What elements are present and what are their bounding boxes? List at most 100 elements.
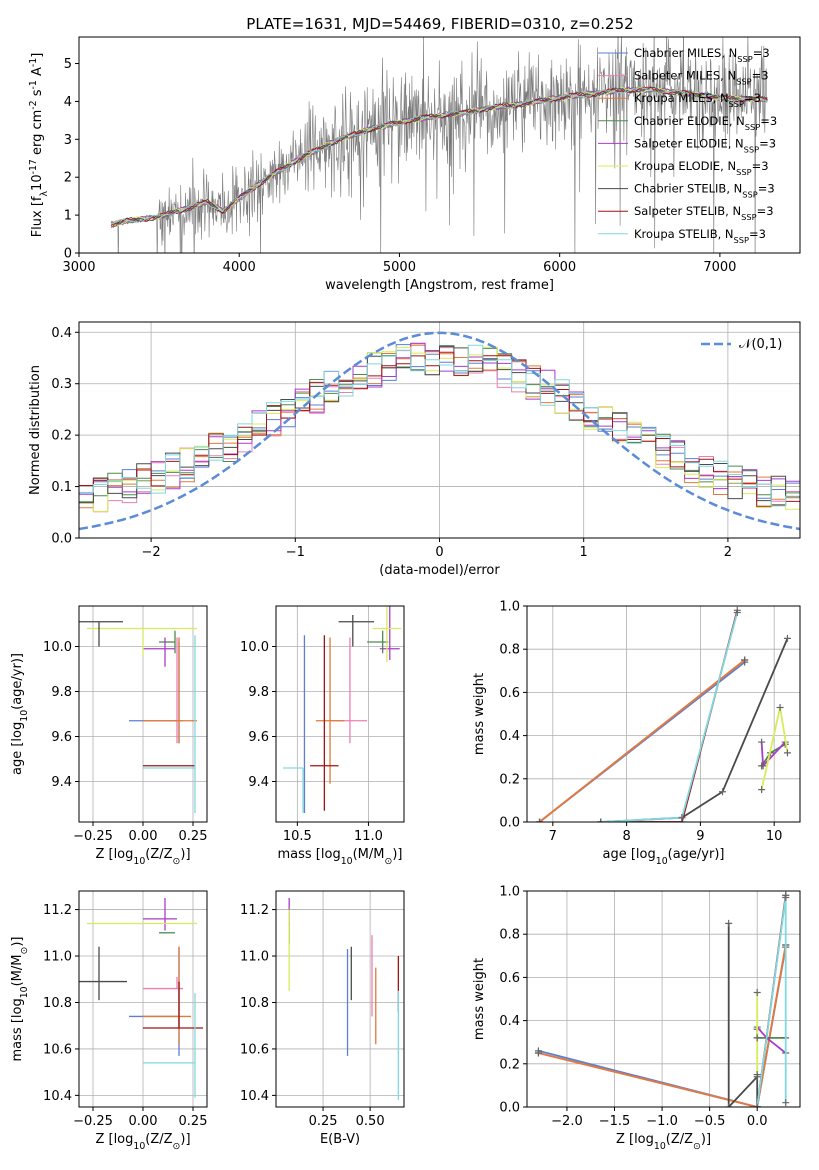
- weight-marker: [759, 762, 767, 770]
- y-tick-label: 9.8: [248, 685, 269, 700]
- weight-marker: [741, 656, 749, 664]
- legend-entry: Kroupa ELODIE, NSSP=3: [634, 159, 769, 177]
- weight-marker: [719, 788, 727, 796]
- error-bar-point: [87, 627, 197, 656]
- text-run: =3: [744, 91, 761, 105]
- text-run: SSP: [736, 77, 751, 87]
- y-axis-label: mass [log10(M/M⊙)]: [10, 937, 30, 1062]
- y-tick-label: 10.0: [240, 640, 269, 655]
- text-run: ]: [30, 53, 45, 58]
- y-tick-label: 0.0: [499, 816, 520, 831]
- weight-marker: [758, 738, 766, 746]
- text-run: 10: [133, 856, 145, 867]
- text-run: SSP: [736, 167, 751, 177]
- weight-line: [600, 610, 739, 822]
- plot-area: [79, 621, 197, 813]
- plot-area: [110, 37, 768, 253]
- text-run: Salpeter MILES, N: [634, 69, 736, 83]
- text-run: Salpeter STELIB, N: [634, 204, 741, 218]
- weight-marker: [783, 634, 791, 642]
- text-run: ⊙: [173, 1141, 181, 1152]
- weight-line: [600, 612, 739, 822]
- y-tick-label: 9.4: [51, 775, 72, 790]
- legend-entry: 𝒩(0,1): [739, 337, 782, 352]
- residual-histogram: [79, 344, 800, 507]
- text-run: (age/yr)]: [668, 847, 725, 862]
- text-run: 10: [133, 1141, 145, 1152]
- error-bar-point: [143, 635, 196, 813]
- weight-marker: [758, 786, 766, 794]
- x-tick-label: 0.00: [129, 1114, 158, 1129]
- legend-entry: Chabrier MILES, NSSP=3: [634, 46, 770, 64]
- text-run: Salpeter ELODIE, N: [634, 136, 744, 150]
- error-bar-point: [379, 606, 400, 660]
- plot-area: [283, 606, 402, 813]
- text-run: )]: [10, 937, 25, 947]
- text-run: Z [log: [95, 847, 133, 862]
- text-run: SSP: [737, 54, 752, 64]
- error-bar-point: [143, 976, 183, 990]
- text-run: (Z/Z: [145, 1132, 172, 1147]
- y-tick-label: 3: [64, 133, 72, 148]
- error-bar-point: [283, 767, 304, 813]
- x-tick-label: 6000: [543, 260, 576, 275]
- x-tick-label: −1.0: [646, 1114, 678, 1129]
- error-bar-point: [143, 637, 175, 667]
- y-tick-label: 10.0: [43, 640, 72, 655]
- text-run: SSP: [744, 144, 759, 154]
- x-tick-label: 0.25: [309, 1114, 338, 1129]
- model-fit-line: [110, 86, 768, 227]
- error-bar-point: [143, 897, 177, 931]
- x-tick-label: 0.0: [747, 1114, 768, 1129]
- y-axis-label: age [log10(age/yr)]: [10, 653, 30, 775]
- text-run: E(B-V): [320, 1132, 360, 1147]
- y-tick-label: 11.0: [43, 950, 72, 965]
- y-tick-label: 0: [64, 247, 72, 262]
- text-run: (Z/Z: [145, 847, 172, 862]
- x-tick-label: −2: [142, 545, 161, 560]
- plot-age_vs_Z: −0.25 0.00 0.259.49.69.810.0Z [log10(Z/Z⊙)…: [10, 605, 208, 867]
- x-tick-label: −1: [286, 545, 305, 560]
- text-run: age [log: [603, 847, 656, 862]
- x-tick-label: 0.50: [356, 1114, 385, 1129]
- y-tick-label: 0.8: [499, 928, 520, 943]
- legend-entry: Kroupa MILES, NSSP=3: [634, 91, 761, 109]
- text-run: -1: [28, 80, 39, 89]
- error-bar-point: [143, 637, 197, 744]
- text-run: Chabrier MILES, N: [634, 46, 737, 60]
- x-axis-label: E(B-V): [320, 1132, 360, 1147]
- y-tick-label: 4: [64, 95, 72, 110]
- weight-marker: [534, 1049, 542, 1057]
- text-run: -2: [28, 100, 39, 109]
- observed-spectrum: [110, 37, 768, 253]
- x-tick-label: 0: [435, 545, 443, 560]
- x-tick-label: 10.5: [283, 829, 312, 844]
- x-tick-label: 7000: [703, 260, 736, 275]
- text-run: Z [log: [95, 1132, 133, 1147]
- error-bar-point: [143, 637, 183, 744]
- weight-line: [727, 923, 759, 1107]
- weight-marker: [776, 704, 784, 712]
- weight-line: [600, 638, 789, 822]
- x-tick-label: −0.25: [73, 1114, 113, 1129]
- x-axis-label: age [log10(age/yr)]: [603, 847, 725, 867]
- legend-entry: Chabrier STELIB, NSSP=3: [634, 182, 775, 200]
- text-run: =3: [749, 227, 766, 241]
- x-tick-label: 11.0: [354, 829, 383, 844]
- axes-frame: [526, 605, 801, 823]
- weight-marker: [753, 1034, 761, 1042]
- text-run: ⊙: [19, 947, 30, 955]
- error-bar-point: [338, 615, 375, 647]
- axes-frame: [526, 890, 801, 1108]
- legend-entry: Salpeter MILES, NSSP=3: [634, 69, 769, 87]
- y-tick-label: 11.2: [43, 903, 72, 918]
- text-run: SSP: [729, 99, 744, 109]
- x-tick-label: 0.00: [129, 829, 158, 844]
- y-tick-label: 10.6: [43, 1042, 72, 1057]
- x-tick-label: 8: [622, 829, 630, 844]
- legend-entry: Salpeter ELODIE, NSSP=3: [634, 136, 776, 154]
- axes-frame: [78, 36, 801, 254]
- text-run: Chabrier STELIB, N: [634, 182, 742, 196]
- text-run: =3: [758, 182, 775, 196]
- text-run: )]: [180, 1132, 190, 1147]
